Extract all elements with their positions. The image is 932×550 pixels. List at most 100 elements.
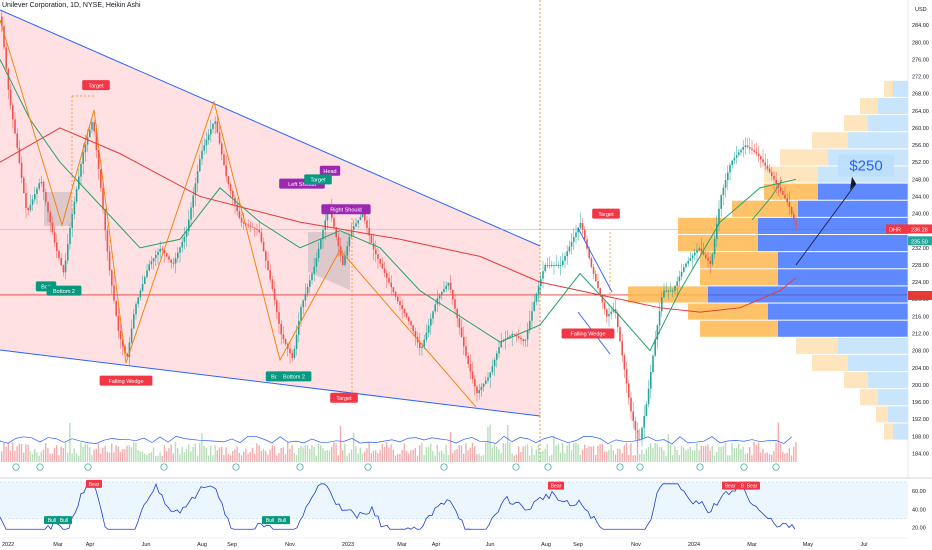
volume-bar bbox=[273, 445, 276, 462]
candle-body bbox=[12, 105, 14, 120]
candle-body bbox=[449, 282, 452, 290]
candle-body bbox=[718, 208, 720, 224]
volume-bar bbox=[599, 444, 601, 462]
volume-bar bbox=[676, 449, 678, 462]
pattern-label-box bbox=[321, 204, 371, 215]
oscillator-label: Bear bbox=[86, 479, 102, 488]
volume-bar bbox=[111, 443, 113, 462]
volume-bar bbox=[584, 444, 586, 462]
volume-bar bbox=[287, 442, 289, 462]
candle-body bbox=[555, 264, 557, 266]
volume-bar bbox=[190, 451, 192, 462]
time-tick-label: Apr bbox=[432, 542, 441, 548]
volume-bar bbox=[49, 453, 51, 462]
price-axis-currency: USD bbox=[915, 7, 927, 13]
candle-body bbox=[258, 229, 260, 233]
candle-body bbox=[89, 129, 91, 138]
volume-bar bbox=[152, 447, 155, 462]
oscillator-line bbox=[0, 483, 796, 530]
candle-body bbox=[535, 293, 538, 302]
candle-body bbox=[298, 320, 300, 335]
event-marker bbox=[544, 463, 552, 471]
volume-bar bbox=[223, 455, 225, 462]
volume-bar bbox=[93, 449, 95, 462]
candle-body bbox=[705, 254, 707, 258]
candle-body bbox=[568, 246, 571, 252]
candle-body bbox=[513, 333, 516, 335]
candle-body bbox=[518, 336, 520, 338]
volume-bar bbox=[738, 443, 740, 462]
volume-bar bbox=[47, 448, 49, 462]
price-tick-label: 232.00 bbox=[912, 246, 929, 252]
volume-bar bbox=[564, 453, 566, 462]
volume-bar bbox=[205, 447, 207, 462]
pattern-label-text: Bott bbox=[41, 285, 51, 291]
candle-body bbox=[161, 248, 164, 251]
candle-body bbox=[487, 377, 489, 381]
volume-bar bbox=[779, 443, 782, 462]
candle-body bbox=[254, 227, 256, 229]
candle-body bbox=[348, 236, 351, 247]
candle-body bbox=[289, 348, 291, 354]
volume-bar bbox=[493, 443, 496, 462]
candle-body bbox=[119, 330, 122, 340]
pattern-label: Head bbox=[319, 165, 341, 176]
pattern-label-box bbox=[276, 371, 312, 382]
candle-body bbox=[124, 346, 126, 354]
volume-bar bbox=[335, 443, 337, 462]
pattern-label-text: Bottom 2 bbox=[283, 375, 305, 381]
candle-body bbox=[542, 271, 544, 279]
volume-bar bbox=[31, 454, 34, 462]
candle-body bbox=[203, 145, 205, 151]
candle-body bbox=[27, 208, 29, 211]
volume-bar bbox=[192, 446, 194, 462]
candle-body bbox=[223, 154, 225, 166]
candle-body bbox=[199, 159, 201, 172]
volume-bar bbox=[410, 450, 412, 462]
volume-bar bbox=[621, 453, 623, 462]
second-price-badge bbox=[908, 236, 932, 246]
pattern-label: Falling Wedge bbox=[561, 328, 615, 339]
candle-body bbox=[216, 121, 219, 133]
candle-body bbox=[372, 243, 375, 250]
oscillator-label-text: Bear bbox=[725, 484, 736, 490]
volume-bar bbox=[80, 442, 82, 462]
candle-body bbox=[86, 137, 89, 145]
volume-bar bbox=[412, 449, 414, 462]
oscillator-label-box bbox=[722, 481, 738, 490]
volume-bar bbox=[617, 448, 619, 462]
volume-bar bbox=[755, 444, 757, 462]
volume-bar bbox=[155, 455, 157, 462]
candle-body bbox=[573, 237, 575, 242]
candle-body bbox=[108, 251, 111, 271]
volume-profile-bar bbox=[818, 183, 908, 200]
volume-bar bbox=[775, 442, 777, 462]
candle-body bbox=[313, 266, 315, 274]
volume-bar bbox=[474, 446, 476, 462]
candle-body bbox=[689, 258, 692, 261]
volume-bar bbox=[790, 455, 793, 462]
candle-body bbox=[498, 347, 500, 354]
candle-body bbox=[546, 264, 549, 266]
candle-body bbox=[650, 372, 652, 389]
volume-bar bbox=[716, 451, 718, 462]
candle-body bbox=[364, 213, 366, 221]
candle-body bbox=[183, 236, 186, 242]
candle-body bbox=[658, 311, 661, 326]
volume-profile-bar bbox=[878, 97, 908, 115]
volume-profile-bar bbox=[893, 423, 908, 440]
candle-body bbox=[166, 253, 168, 257]
volume-bar bbox=[159, 452, 161, 462]
wedge-area bbox=[0, 10, 540, 416]
event-marker bbox=[12, 463, 20, 471]
time-tick-label: Sep bbox=[573, 542, 583, 548]
candle-body bbox=[34, 194, 36, 200]
candle-body bbox=[656, 325, 659, 340]
volume-bar bbox=[232, 450, 234, 462]
volume-bar bbox=[168, 448, 170, 462]
candle-body bbox=[322, 229, 324, 240]
candle-body bbox=[326, 211, 329, 221]
candle-body bbox=[179, 247, 181, 253]
